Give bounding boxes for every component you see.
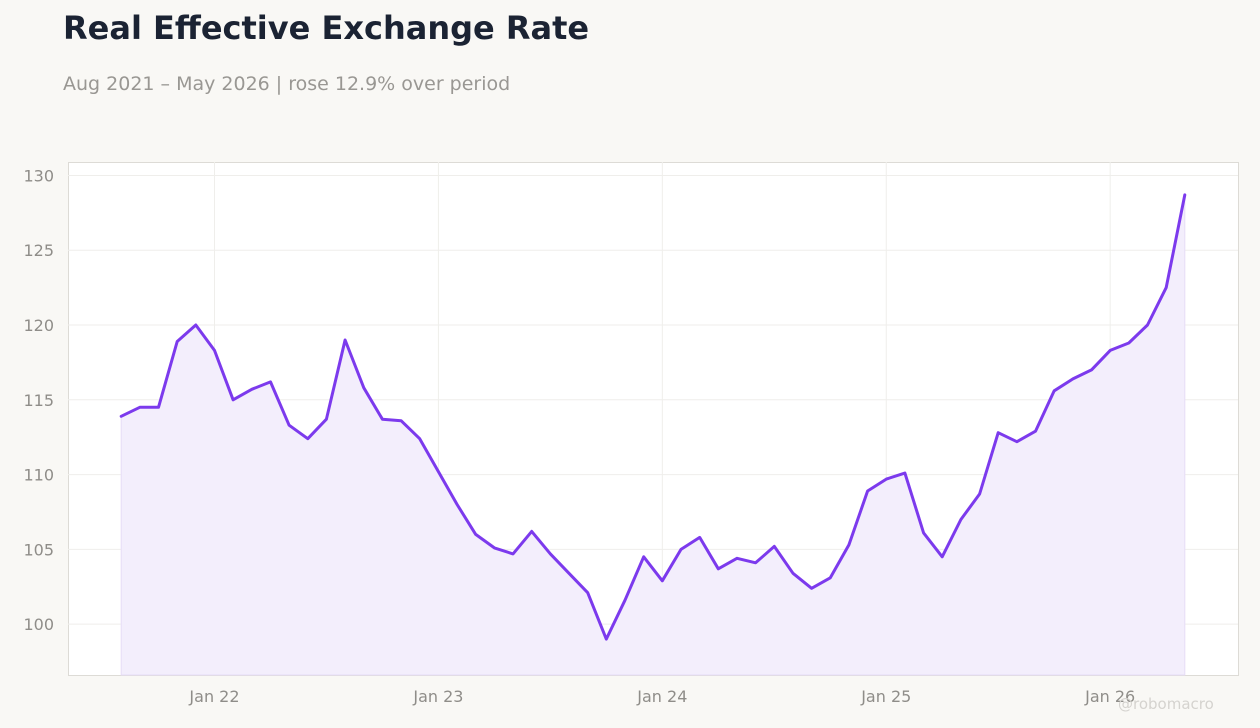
chart-title: Real Effective Exchange Rate: [63, 9, 590, 47]
y-tick-label: 120: [23, 316, 54, 335]
x-tick-label: Jan 23: [412, 687, 463, 706]
y-tick-label: 100: [23, 615, 54, 634]
x-tick-label: Jan 26: [1084, 687, 1135, 706]
x-tick-label: Jan 22: [188, 687, 239, 706]
y-tick-label: 125: [23, 241, 54, 260]
x-tick-label: Jan 25: [860, 687, 911, 706]
y-tick-label: 130: [23, 166, 54, 185]
series-line-layer: [119, 193, 1187, 641]
chart-subtitle: Aug 2021 – May 2026 | rose 12.9% over pe…: [63, 73, 511, 95]
y-tick-label: 115: [23, 391, 54, 410]
y-tick-label: 105: [23, 540, 54, 559]
tick-labels: 100 105 110 115 120 125 130 Jan 22 Jan 23 Jan 24 J…: [23, 166, 1135, 706]
series-line: [119, 193, 1187, 641]
y-tick-label: 110: [23, 466, 54, 485]
watermark: @robomacro: [1118, 695, 1214, 713]
x-tick-label: Jan 24: [636, 687, 687, 706]
